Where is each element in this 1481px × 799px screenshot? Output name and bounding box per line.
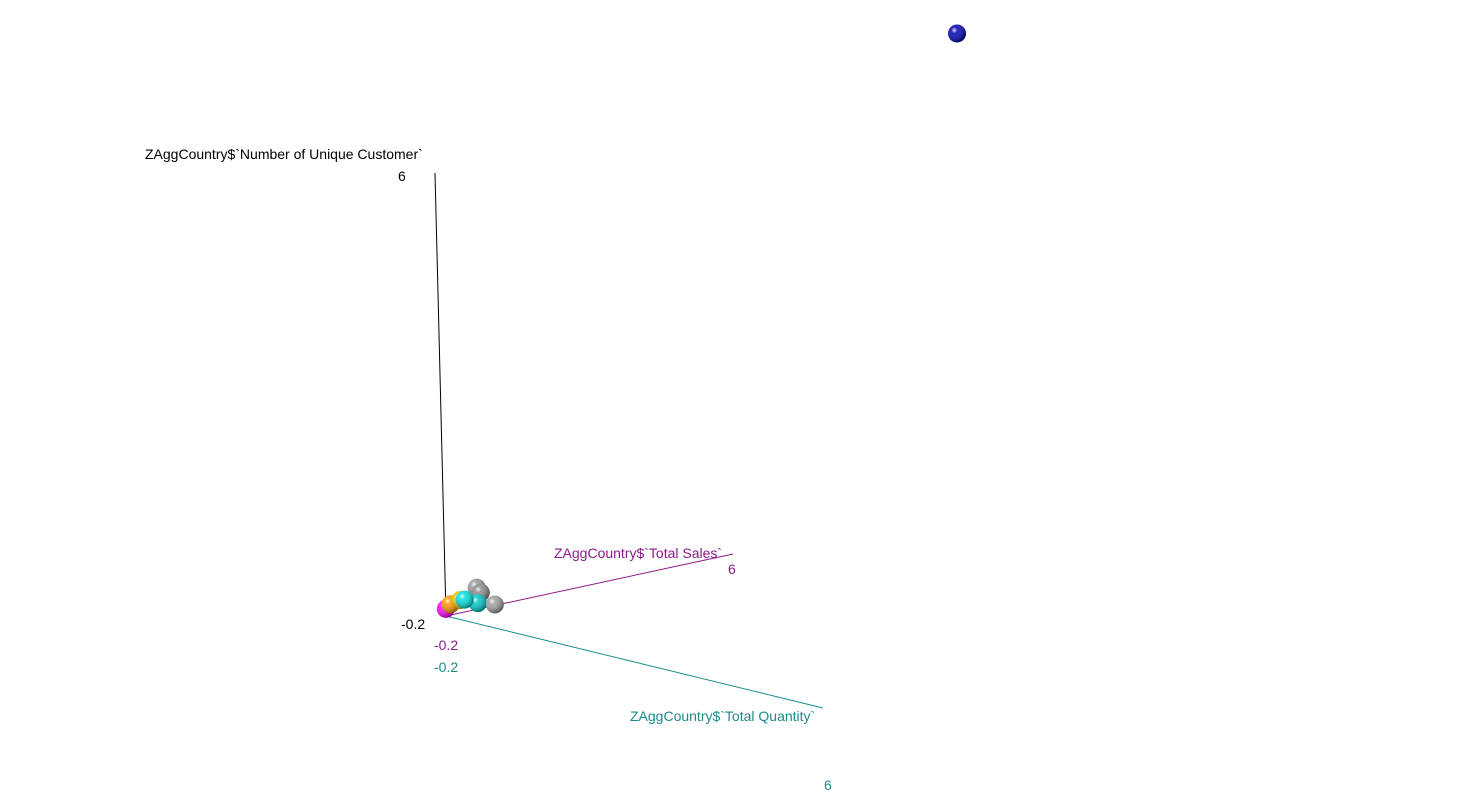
data-point-7: [455, 590, 474, 609]
y-axis-tick-max: 6: [824, 777, 832, 793]
z-axis-line: [434, 172, 447, 617]
x-axis-tick-min: -0.2: [434, 637, 458, 653]
data-points: [436, 24, 966, 618]
y-axis-title: ZAggCountry$`Total Quantity`: [630, 708, 815, 724]
x-axis-tick-max: 6: [728, 561, 736, 577]
z-axis-tick-max: 6: [398, 168, 406, 184]
z-axis-tick-min: -0.2: [401, 616, 425, 632]
x-axis-title: ZAggCountry$`Total Sales`: [554, 545, 722, 561]
data-point-8: [485, 595, 504, 614]
data-point-shading: [948, 24, 966, 43]
data-point-shading: [485, 595, 504, 614]
y-axis-tick-min: -0.2: [434, 659, 458, 675]
z-axis-title: ZAggCountry$`Number of Unique Customer`: [145, 146, 423, 162]
data-point-shading: [455, 590, 474, 609]
y-axis-line: [445, 615, 824, 709]
data-point-9: [948, 24, 966, 43]
